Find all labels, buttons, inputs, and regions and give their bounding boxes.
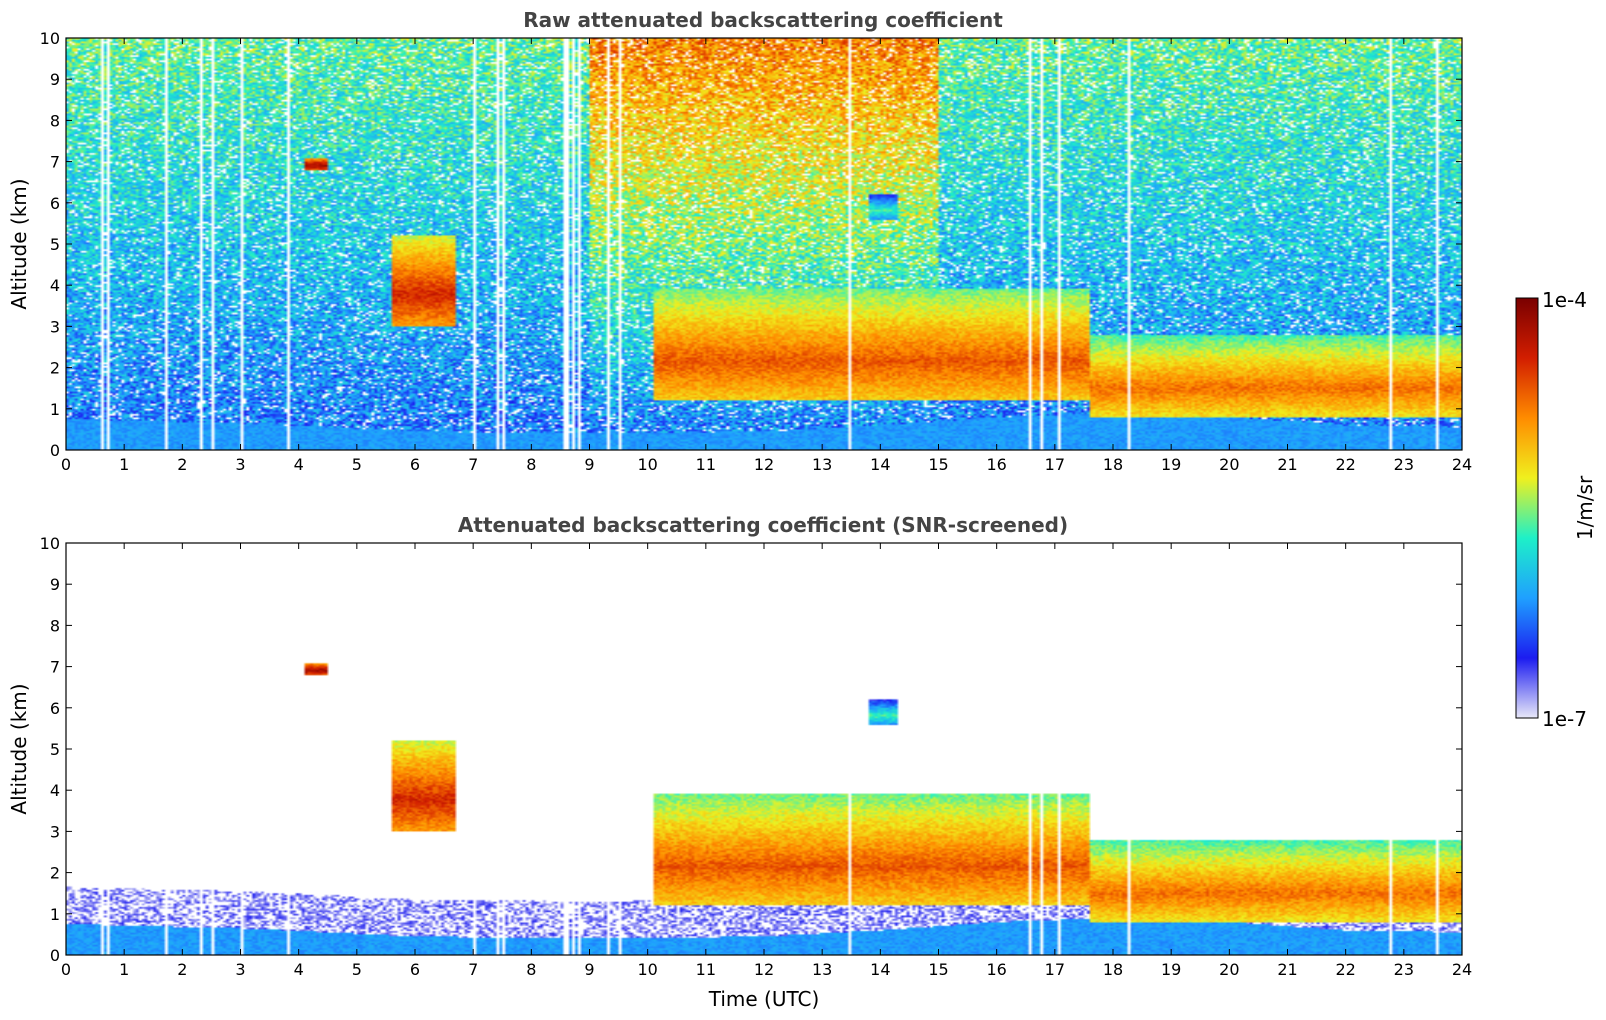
x-tick-label: 5	[352, 960, 362, 979]
y-tick-label: 7	[50, 153, 60, 172]
x-tick-label: 0	[61, 455, 71, 474]
x-tick-label: 24	[1452, 455, 1472, 474]
y-tick-label: 3	[50, 317, 60, 336]
y-tick-label: 8	[50, 616, 60, 635]
x-tick-label: 22	[1335, 960, 1355, 979]
x-tick-label: 22	[1335, 455, 1355, 474]
x-tick-label: 2	[177, 455, 187, 474]
y-tick-label: 4	[50, 276, 60, 295]
axes-screened: 0 1 2 3 4 5 6 7 8 9 10 11 12 13 14 15 16 17 18 19 20 21 22 23 24…	[40, 534, 1473, 979]
y-axis-label-raw: Altitude (km)	[7, 178, 31, 309]
colorbar: 1e-4 1e-7 1/m/sr	[1515, 288, 1597, 731]
y-tick-label: 9	[50, 575, 60, 594]
x-tick-label: 12	[754, 455, 774, 474]
x-tick-label: 19	[1161, 960, 1181, 979]
y-tick-label: 10	[40, 29, 60, 48]
x-tick-label: 7	[468, 455, 478, 474]
x-tick-label: 11	[696, 455, 716, 474]
x-tick-label: 21	[1277, 960, 1297, 979]
x-tick-label: 7	[468, 960, 478, 979]
x-tick-label: 13	[812, 960, 832, 979]
y-tick-label: 2	[50, 864, 60, 883]
x-tick-label: 14	[870, 455, 890, 474]
x-tick-label: 14	[870, 960, 890, 979]
raw-backscatter-panel: Raw attenuated backscattering coefficien…	[7, 8, 1472, 474]
y-tick-label: 5	[50, 235, 60, 254]
x-tick-label: 11	[696, 960, 716, 979]
x-tick-label: 19	[1161, 455, 1181, 474]
x-tick-label: 20	[1219, 455, 1239, 474]
x-tick-label: 10	[637, 960, 657, 979]
y-tick-label: 7	[50, 658, 60, 677]
x-tick-label: 3	[235, 960, 245, 979]
axes-raw: 0 1 2 3 4 5 6 7 8 9 10 11 12 13 14 15 16 17 18 19 20 21 22 23 24…	[40, 29, 1473, 474]
x-tick-label: 9	[584, 960, 594, 979]
y-tick-label: 2	[50, 359, 60, 378]
heatmap-raw	[66, 38, 1462, 450]
heatmap-screened	[66, 543, 1462, 955]
y-tick-label: 3	[50, 822, 60, 841]
y-tick-label: 1	[50, 905, 60, 924]
panel-title-raw: Raw attenuated backscattering coefficien…	[523, 8, 1003, 32]
x-tick-label: 20	[1219, 960, 1239, 979]
x-tick-label: 15	[928, 960, 948, 979]
colorbar-gradient	[1515, 297, 1539, 719]
x-tick-label: 2	[177, 960, 187, 979]
y-tick-label: 9	[50, 70, 60, 89]
y-tick-label: 8	[50, 111, 60, 130]
colorbar-max-label: 1e-4	[1542, 288, 1587, 312]
x-tick-label: 5	[352, 455, 362, 474]
y-tick-label: 4	[50, 781, 60, 800]
y-axis-label-screened: Altitude (km)	[7, 683, 31, 814]
x-tick-label: 3	[235, 455, 245, 474]
y-tick-label: 0	[50, 946, 60, 965]
y-tick-label: 0	[50, 441, 60, 460]
x-tick-label: 6	[410, 455, 420, 474]
x-tick-label: 16	[986, 455, 1006, 474]
x-tick-label: 12	[754, 960, 774, 979]
x-tick-label: 17	[1045, 455, 1065, 474]
x-tick-label: 18	[1103, 960, 1123, 979]
x-tick-label: 8	[526, 455, 536, 474]
x-tick-label: 1	[119, 960, 129, 979]
x-tick-label: 21	[1277, 455, 1297, 474]
panel-title-screened: Attenuated backscattering coefficient (S…	[458, 513, 1068, 537]
x-tick-label: 13	[812, 455, 832, 474]
screened-backscatter-panel: Attenuated backscattering coefficient (S…	[7, 513, 1472, 1011]
x-axis-label: Time (UTC)	[708, 987, 820, 1011]
y-tick-label: 5	[50, 740, 60, 759]
y-tick-label: 6	[50, 699, 60, 718]
x-tick-label: 23	[1394, 960, 1414, 979]
x-tick-label: 18	[1103, 455, 1123, 474]
x-tick-label: 9	[584, 455, 594, 474]
colorbar-min-label: 1e-7	[1542, 707, 1587, 731]
x-tick-label: 8	[526, 960, 536, 979]
x-tick-label: 0	[61, 960, 71, 979]
x-tick-label: 4	[294, 455, 304, 474]
x-tick-label: 24	[1452, 960, 1472, 979]
y-tick-label: 6	[50, 194, 60, 213]
x-tick-label: 16	[986, 960, 1006, 979]
x-tick-label: 15	[928, 455, 948, 474]
x-tick-label: 4	[294, 960, 304, 979]
x-tick-label: 1	[119, 455, 129, 474]
x-tick-label: 6	[410, 960, 420, 979]
x-tick-label: 23	[1394, 455, 1414, 474]
x-tick-label: 17	[1045, 960, 1065, 979]
colorbar-unit-label: 1/m/sr	[1573, 475, 1597, 540]
x-tick-label: 10	[637, 455, 657, 474]
y-tick-label: 1	[50, 400, 60, 419]
y-tick-label: 10	[40, 534, 60, 553]
